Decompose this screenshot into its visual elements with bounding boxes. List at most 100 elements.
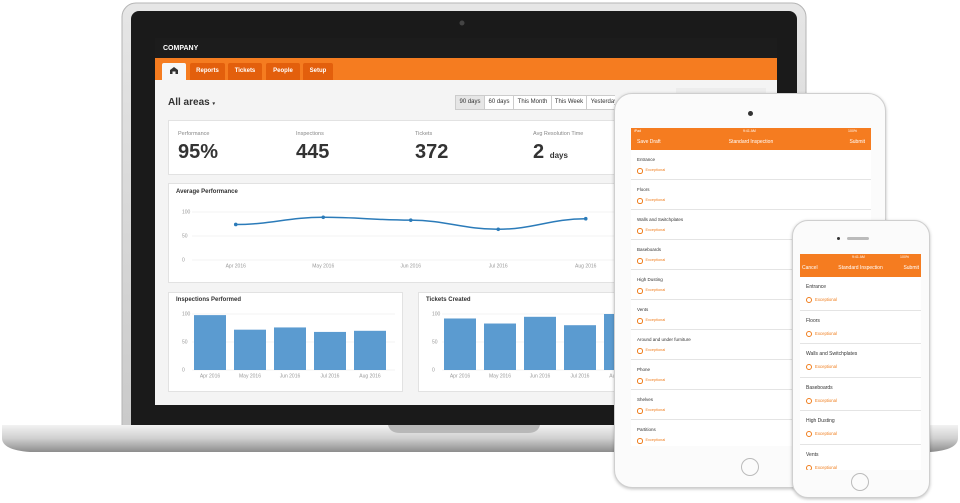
- bar: [194, 315, 226, 370]
- inspection-item[interactable]: Walls and Switchplates Exceptional: [631, 210, 871, 240]
- bar: [444, 318, 476, 370]
- item-rating: Exceptional: [815, 297, 837, 303]
- item-rating: Exceptional: [645, 318, 666, 323]
- kpi-unit: days: [549, 151, 568, 160]
- status-time: 9:41 AM: [852, 255, 865, 259]
- rating-icon: [806, 431, 812, 438]
- inspection-item[interactable]: Around and under furniture Exceptional: [631, 330, 871, 360]
- item-rating: Exceptional: [645, 228, 666, 233]
- notch: [388, 425, 540, 433]
- home-tab[interactable]: [162, 63, 186, 80]
- rating-icon: [637, 318, 643, 324]
- rating-icon: [806, 330, 812, 337]
- x-tick-label: Jun 2016: [530, 373, 551, 379]
- item-label: High Dusting: [806, 418, 835, 425]
- point: [233, 222, 238, 227]
- chart-card: [168, 183, 660, 283]
- inspection-item[interactable]: High Dusting Exceptional: [800, 411, 921, 445]
- inspection-list: Entrance Exceptional Floors Exceptional Wall…: [631, 150, 871, 446]
- top-bar: [155, 38, 777, 58]
- item-rating: Exceptional: [645, 378, 666, 383]
- item-label: Shelves: [637, 396, 654, 402]
- x-tick-label: Apr 2016: [200, 373, 221, 379]
- point: [408, 218, 413, 222]
- home-button[interactable]: [741, 458, 759, 476]
- inspection-item[interactable]: Walls and Switchplates Exceptional: [800, 344, 921, 378]
- item-label: Walls and Switchplates: [637, 216, 684, 222]
- inspection-item[interactable]: Baseboards Exceptional: [800, 378, 921, 411]
- item-rating: Exceptional: [815, 397, 837, 403]
- status-battery: 100%: [848, 129, 857, 133]
- inspection-item[interactable]: Baseboards Exceptional: [631, 240, 871, 270]
- bar: [314, 331, 346, 370]
- item-rating: Exceptional: [645, 288, 666, 293]
- x-tick-label: Apr 2016: [450, 373, 471, 379]
- rating-icon: [637, 378, 643, 384]
- nav-tab[interactable]: Setup: [303, 63, 333, 80]
- item-rating: Exceptional: [645, 168, 666, 173]
- inspection-item[interactable]: Floors Exceptional: [631, 180, 871, 210]
- inspection-item[interactable]: Entrance Exceptional: [631, 150, 871, 180]
- inspection-item[interactable]: Floors Exceptional: [800, 311, 921, 344]
- camera: [459, 20, 465, 26]
- area-label: All areas: [168, 97, 210, 108]
- tablet-header: iPad 9:41 AM 100% Save Draft Standard In…: [631, 128, 871, 150]
- inspection-item[interactable]: Vents Exceptional: [800, 445, 921, 470]
- nav-tab[interactable]: Tickets: [228, 63, 262, 80]
- submit[interactable]: Submit: [903, 265, 919, 271]
- nav-tab[interactable]: People: [266, 63, 300, 80]
- cancel[interactable]: Cancel: [802, 265, 818, 271]
- inspection-item[interactable]: Vents Exceptional: [631, 300, 871, 330]
- y-tick-label: 50: [182, 339, 188, 345]
- item-label: Floors: [637, 186, 650, 192]
- submit[interactable]: Submit: [849, 139, 865, 145]
- inspection-item[interactable]: Shelves Exceptional: [631, 390, 871, 420]
- rating-icon: [806, 364, 812, 371]
- inspection-item[interactable]: High Dusting Exceptional: [631, 270, 871, 300]
- kpi-number: 372: [415, 141, 449, 163]
- point: [321, 215, 326, 220]
- x-tick-label: Jul 2016: [571, 373, 590, 379]
- x-tick-label: Jun 2016: [400, 263, 421, 269]
- item-label: Floors: [806, 317, 820, 324]
- area-select[interactable]: All areas ▾: [168, 97, 215, 108]
- speaker: [847, 237, 869, 240]
- rating-icon: [637, 228, 643, 234]
- range-button[interactable]: Yesterday: [586, 95, 615, 110]
- home-button[interactable]: [851, 473, 869, 491]
- phone-header: 9:41 AM 100% Cancel Standard Inspection …: [800, 254, 921, 277]
- item-label: Baseboards: [637, 246, 662, 252]
- range-button[interactable]: This Week: [551, 95, 587, 110]
- rating-icon: [806, 297, 812, 304]
- rating-icon: [806, 464, 812, 470]
- y-tick-label: 50: [182, 233, 188, 239]
- item-rating: Exceptional: [815, 431, 837, 437]
- range-button[interactable]: This Month: [513, 95, 552, 110]
- inspection-item[interactable]: Phone Exceptional: [631, 360, 871, 390]
- phone-screen: 9:41 AM 100% Cancel Standard Inspection …: [800, 254, 921, 470]
- item-label: Entrance: [637, 156, 656, 162]
- nav-tab[interactable]: Reports: [190, 63, 225, 80]
- bar: [564, 325, 596, 370]
- y-tick-label: 100: [182, 209, 191, 215]
- kpi-value: 2 days: [533, 141, 568, 164]
- phone-camera: [837, 237, 840, 240]
- item-label: Phone: [637, 366, 651, 372]
- rating-icon: [637, 258, 643, 264]
- item-label: Vents: [637, 306, 649, 312]
- inspection-item[interactable]: Entrance Exceptional: [800, 277, 921, 311]
- item-label: Vents: [806, 451, 819, 458]
- save-draft[interactable]: Save Draft: [637, 139, 661, 145]
- kpi-value: 95%: [178, 141, 218, 164]
- bar: [274, 327, 306, 370]
- item-rating: Exceptional: [645, 408, 666, 413]
- x-tick-label: May 2016: [239, 373, 261, 379]
- kpi-label: Performance: [178, 131, 210, 137]
- brand: COMPANY: [163, 45, 199, 52]
- rating-icon: [637, 408, 643, 414]
- tablet-camera: [748, 111, 753, 116]
- rating-icon: [806, 397, 812, 404]
- bar: [234, 329, 266, 370]
- inspection-item[interactable]: Partitions Exceptional: [631, 420, 871, 446]
- y-tick-label: 100: [182, 311, 191, 317]
